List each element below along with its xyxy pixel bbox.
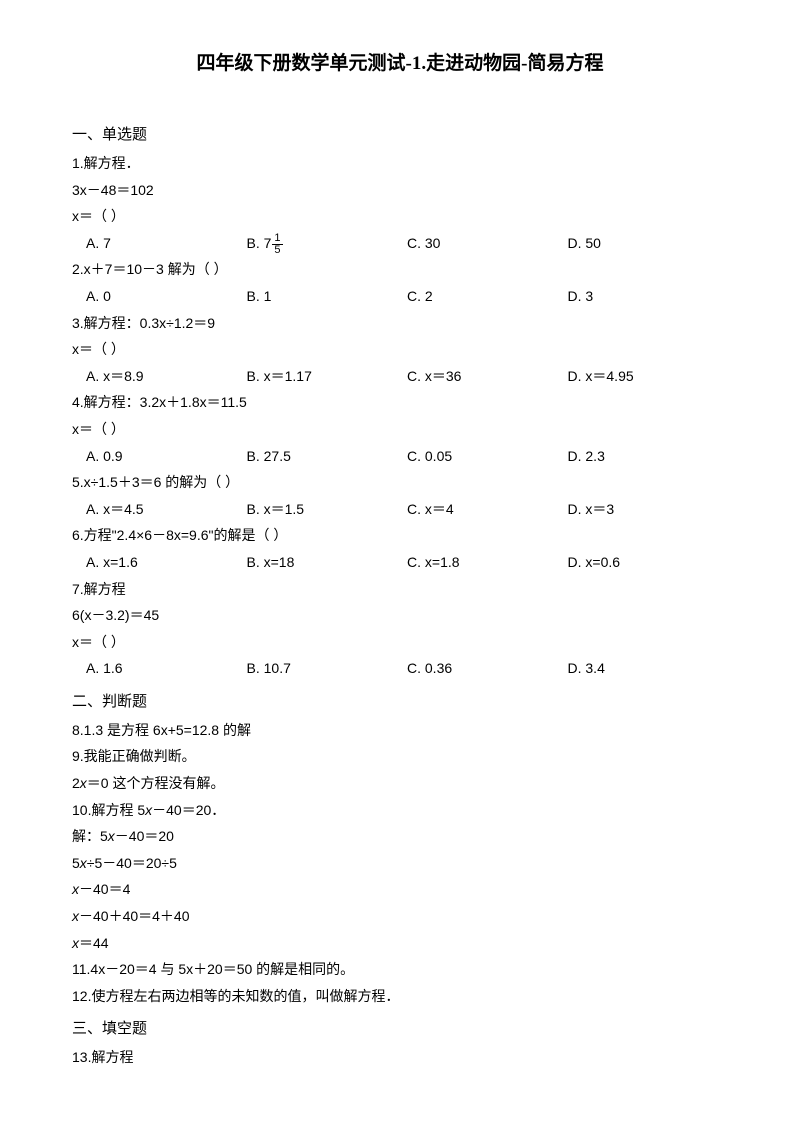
q10-l6-a: x (72, 935, 79, 951)
q2-line1: 2.x＋7＝10－3 解为（ ） (72, 256, 728, 283)
q10-line4: x－40＝4 (72, 876, 728, 903)
q4-options: A. 0.9 B. 27.5 C. 0.05 D. 2.3 (72, 443, 728, 470)
q1-opt-b-num: 1 (272, 233, 282, 245)
section-1-heading: 一、单选题 (72, 123, 728, 144)
q10-line3: 5x÷5－40＝20÷5 (72, 850, 728, 877)
q4-line2: x＝（ ） (72, 416, 728, 443)
q3-opt-a: A. x＝8.9 (86, 363, 247, 390)
q7-opt-c: C. 0.36 (407, 655, 568, 682)
q1-opt-a: A. 7 (86, 230, 247, 257)
q1-line3: x＝（ ） (72, 203, 728, 230)
q2-opt-c: C. 2 (407, 283, 568, 310)
q10-l3-a: 5 (72, 855, 80, 871)
q5-opt-b: B. x＝1.5 (247, 496, 408, 523)
q6-opt-b: B. x=18 (247, 549, 408, 576)
q1-opt-d: D. 50 (568, 230, 729, 257)
q10-l3-b: x (80, 855, 87, 871)
q9-l2-a: 2 (72, 775, 80, 791)
q1-opt-b-den: 5 (272, 245, 282, 256)
q1-line1: 1.解方程． (72, 150, 728, 177)
q1-line2: 3x－48＝102 (72, 177, 728, 204)
q9-l2-c: ＝0 这个方程没有解。 (87, 775, 225, 791)
q4-opt-c: C. 0.05 (407, 443, 568, 470)
q10-l5-b: －40＋40＝4＋40 (79, 908, 190, 924)
q1-opt-b-prefix: B. 7 (247, 235, 272, 251)
q9-line1: 9.我能正确做判断。 (72, 743, 728, 770)
q7-opt-d: D. 3.4 (568, 655, 729, 682)
q7-line2: 6(x－3.2)＝45 (72, 602, 728, 629)
q4-opt-d: D. 2.3 (568, 443, 729, 470)
q10-l1-a: 10.解方程 5 (72, 802, 145, 818)
q9-line2: 2x＝0 这个方程没有解。 (72, 770, 728, 797)
q3-opt-d: D. x＝4.95 (568, 363, 729, 390)
q3-line2: x＝（ ） (72, 336, 728, 363)
q3-opt-b: B. x＝1.17 (247, 363, 408, 390)
q2-opt-b: B. 1 (247, 283, 408, 310)
q7-line1: 7.解方程 (72, 576, 728, 603)
q6-options: A. x=1.6 B. x=18 C. x=1.8 D. x=0.6 (72, 549, 728, 576)
q10-l1-c: －40＝20． (152, 802, 225, 818)
q10-l5-a: x (72, 908, 79, 924)
q5-opt-a: A. x＝4.5 (86, 496, 247, 523)
q10-l6-b: ＝44 (79, 935, 109, 951)
q10-l4-a: x (72, 881, 79, 897)
q6-line1: 6.方程"2.4×6－8x=9.6"的解是（ ） (72, 522, 728, 549)
q10-l4-b: －40＝4 (79, 881, 130, 897)
q5-line1: 5.x÷1.5＋3＝6 的解为（ ） (72, 469, 728, 496)
page-title: 四年级下册数学单元测试-1.走进动物园-简易方程 (72, 48, 728, 75)
q4-line1: 4.解方程：3.2x＋1.8x＝11.5 (72, 389, 728, 416)
q5-options: A. x＝4.5 B. x＝1.5 C. x＝4 D. x＝3 (72, 496, 728, 523)
q1-opt-b: B. 715 (247, 230, 408, 257)
q5-opt-c: C. x＝4 (407, 496, 568, 523)
q7-opt-b: B. 10.7 (247, 655, 408, 682)
q2-opt-a: A. 0 (86, 283, 247, 310)
q10-line2: 解：5x－40＝20 (72, 823, 728, 850)
q1-opt-c: C. 30 (407, 230, 568, 257)
q10-line6: x＝44 (72, 930, 728, 957)
q12-line1: 12.使方程左右两边相等的未知数的值，叫做解方程． (72, 983, 728, 1010)
q3-opt-c: C. x＝36 (407, 363, 568, 390)
q6-opt-a: A. x=1.6 (86, 549, 247, 576)
q10-l2-b: x (108, 828, 115, 844)
q10-l2-a: 解：5 (72, 828, 108, 844)
q1-options: A. 7 B. 715 C. 30 D. 50 (72, 230, 728, 257)
q10-l3-c: ÷5－40＝20÷5 (87, 855, 177, 871)
q10-l2-c: －40＝20 (115, 828, 174, 844)
q1-opt-b-fraction: 15 (272, 233, 282, 256)
q8-line1: 8.1.3 是方程 6x+5=12.8 的解 (72, 717, 728, 744)
q3-options: A. x＝8.9 B. x＝1.17 C. x＝36 D. x＝4.95 (72, 363, 728, 390)
q9-l2-b: x (80, 775, 87, 791)
q4-opt-a: A. 0.9 (86, 443, 247, 470)
q6-opt-d: D. x=0.6 (568, 549, 729, 576)
q2-opt-d: D. 3 (568, 283, 729, 310)
q3-line1: 3.解方程：0.3x÷1.2＝9 (72, 310, 728, 337)
q10-line5: x－40＋40＝4＋40 (72, 903, 728, 930)
q5-opt-d: D. x＝3 (568, 496, 729, 523)
q13-line1: 13.解方程 (72, 1044, 728, 1071)
q7-opt-a: A. 1.6 (86, 655, 247, 682)
q7-line3: x＝（ ） (72, 629, 728, 656)
q11-line1: 11.4x－20＝4 与 5x＋20＝50 的解是相同的。 (72, 956, 728, 983)
q6-opt-c: C. x=1.8 (407, 549, 568, 576)
q4-opt-b: B. 27.5 (247, 443, 408, 470)
q10-line1: 10.解方程 5x－40＝20． (72, 797, 728, 824)
q7-options: A. 1.6 B. 10.7 C. 0.36 D. 3.4 (72, 655, 728, 682)
q2-options: A. 0 B. 1 C. 2 D. 3 (72, 283, 728, 310)
section-3-heading: 三、填空题 (72, 1017, 728, 1038)
section-2-heading: 二、判断题 (72, 690, 728, 711)
